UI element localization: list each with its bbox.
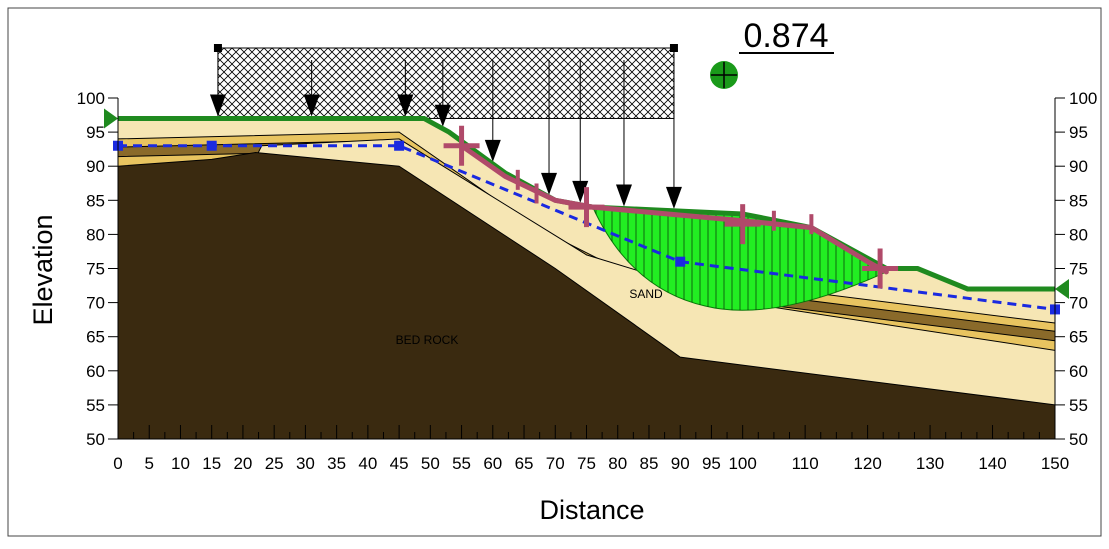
x-tick-label: 40 (358, 454, 377, 473)
y-tick-label-left: 70 (86, 294, 105, 313)
y-tick-label-right: 80 (1069, 225, 1088, 244)
y-tick-label-right: 100 (1069, 89, 1097, 108)
reinforcement-anchors (443, 125, 899, 289)
load-arrow-head-icon (572, 180, 589, 203)
y-tick-label-left: 100 (77, 89, 105, 108)
x-tick-label: 45 (390, 454, 409, 473)
y-ticks: 50 50 55 55 60 60 65 65 70 70 75 75 80 80 85 85 90 90 95 95… (77, 89, 1098, 449)
x-tick-label: 70 (546, 454, 565, 473)
y-tick-label-right: 60 (1069, 362, 1088, 381)
right-boundary-marker-icon[interactable] (1055, 278, 1069, 299)
x-tick-label: 0 (113, 454, 122, 473)
water-table-node[interactable] (394, 140, 405, 151)
layer-bedrock (118, 152, 1055, 439)
soil-layers (118, 118, 1055, 439)
x-tick-label: 25 (265, 454, 284, 473)
x-tick-label: 80 (608, 454, 627, 473)
sand-label: SAND (629, 287, 663, 301)
x-tick-label: 15 (202, 454, 221, 473)
load-arrow-head-icon (541, 172, 558, 195)
x-tick-label: 50 (421, 454, 440, 473)
y-tick-label-right: 75 (1069, 260, 1088, 279)
left-boundary-marker-icon[interactable] (104, 108, 118, 129)
load-arrow-head-icon (303, 94, 320, 117)
x-tick-label: 90 (671, 454, 690, 473)
x-tick-label: 75 (577, 454, 596, 473)
y-tick-label-right: 85 (1069, 191, 1088, 210)
x-tick-label: 100 (728, 454, 756, 473)
x-tick-label: 35 (327, 454, 346, 473)
bedrock-label: BED ROCK (396, 333, 459, 347)
x-tick-label: 10 (171, 454, 190, 473)
x-tick-label: 60 (483, 454, 502, 473)
x-tick-label: 110 (792, 454, 819, 473)
load-arrow-head-icon (665, 186, 682, 209)
y-tick-label-right: 55 (1069, 396, 1088, 415)
ground-surface (104, 108, 1069, 299)
load-arrow-head-icon (484, 139, 501, 162)
load-arrow-head-icon (615, 184, 632, 207)
load-arrow-head-icon (434, 104, 451, 127)
y-tick-label-left: 85 (86, 191, 105, 210)
y-tick-label-left: 95 (86, 123, 105, 142)
x-tick-label: 30 (296, 454, 315, 473)
x-tick-label: 130 (916, 454, 944, 473)
y-tick-label-left: 75 (86, 260, 105, 279)
y-tick-label-left: 80 (86, 225, 105, 244)
surcharge-load (209, 44, 682, 209)
y-tick-label-right: 95 (1069, 123, 1088, 142)
water-table-node[interactable] (675, 256, 686, 267)
y-tick-label-left: 90 (86, 157, 105, 176)
x-ticks: 0 5 10 15 20 25 30 35 40 45 50 55 60 65 70 75 80 85 90 95 10… (113, 425, 1069, 473)
water-table-node[interactable] (206, 140, 217, 151)
x-tick-label: 65 (515, 454, 534, 473)
x-tick-label: 150 (1041, 454, 1069, 473)
x-tick-label: 85 (640, 454, 659, 473)
outer-frame (7, 7, 1102, 537)
x-tick-label: 95 (702, 454, 721, 473)
load-arrow-head-icon (397, 94, 414, 117)
y-tick-label-left: 50 (86, 430, 105, 449)
slip-center-icon[interactable] (710, 61, 738, 89)
reinforcement-line (459, 143, 889, 275)
y-tick-label-left: 55 (86, 396, 105, 415)
y-tick-label-right: 65 (1069, 328, 1088, 347)
y-tick-label-right: 90 (1069, 157, 1088, 176)
factor-of-safety: 0.874 (743, 17, 828, 55)
x-tick-label: 120 (853, 454, 881, 473)
x-tick-label: 5 (144, 454, 153, 473)
x-tick-label: 55 (452, 454, 471, 473)
x-tick-label: 140 (978, 454, 1006, 473)
x-axis-title: Distance (539, 495, 644, 525)
x-tick-label: 20 (233, 454, 252, 473)
ground-surface-line (118, 115, 1055, 292)
y-tick-label-right: 70 (1069, 294, 1088, 313)
water-table-line (118, 144, 1056, 311)
load-arrow-head-icon (209, 94, 226, 117)
y-tick-label-left: 65 (86, 328, 105, 347)
y-tick-label-left: 60 (86, 362, 105, 381)
y-axis-title: Elevation (28, 214, 58, 325)
y-tick-label-right: 50 (1069, 430, 1088, 449)
